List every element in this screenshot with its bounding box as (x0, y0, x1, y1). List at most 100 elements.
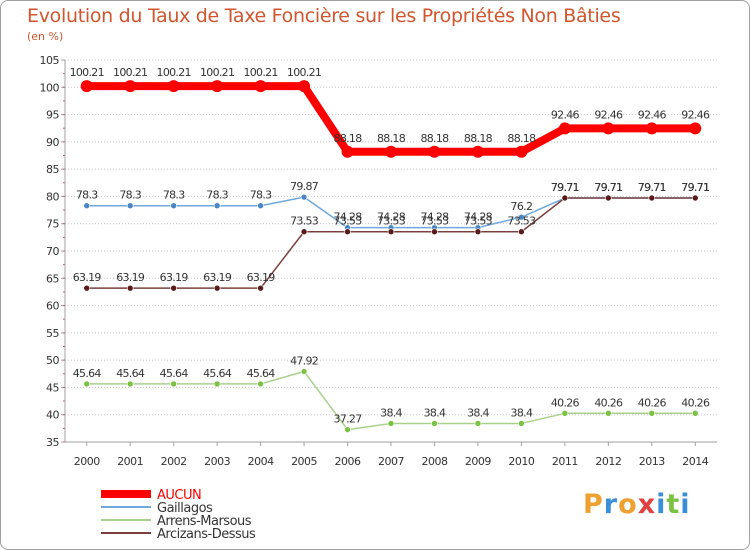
logo-letter: i (656, 489, 667, 520)
data-label: 78.3 (250, 189, 272, 202)
data-point (387, 420, 395, 427)
proxiti-logo: Proxiti (583, 489, 691, 520)
y-tick-label: 45 (46, 381, 59, 394)
chart-subtitle: (en %) (27, 30, 64, 43)
data-point (170, 284, 177, 292)
data-point (344, 426, 351, 433)
data-point (518, 213, 525, 221)
data-label: 74.28 (420, 211, 449, 224)
data-label: 76.2 (511, 200, 533, 213)
data-label: 88.18 (334, 132, 363, 145)
data-point (257, 284, 264, 292)
legend-entry: Arcizans-Dessus (157, 527, 256, 542)
data-label: 88.18 (507, 132, 536, 145)
x-tick-label: 2003 (204, 455, 230, 468)
data-point (518, 420, 525, 427)
data-label: 38.4 (380, 406, 402, 419)
y-tick-label: 75 (46, 218, 59, 231)
data-point (213, 202, 221, 210)
data-label: 100.21 (113, 66, 147, 79)
data-point (431, 228, 438, 236)
data-label: 100.21 (243, 66, 277, 79)
data-label: 79.71 (638, 181, 666, 194)
logo-letter: P (583, 489, 604, 520)
data-point (474, 228, 482, 236)
data-point (428, 145, 441, 158)
data-point (300, 193, 308, 201)
data-label: 45.64 (116, 367, 145, 380)
data-label: 38.4 (424, 406, 446, 419)
y-tick-label: 35 (46, 436, 59, 449)
data-point (257, 380, 264, 388)
data-label: 92.46 (594, 108, 623, 121)
data-label: 74.28 (377, 211, 406, 224)
data-point (124, 80, 137, 93)
data-label: 78.3 (206, 189, 228, 202)
data-point (213, 284, 221, 292)
data-point (431, 420, 438, 427)
data-label: 79.71 (594, 181, 622, 194)
logo-letter: i (680, 489, 691, 520)
x-tick-label: 2013 (639, 455, 665, 468)
data-point (387, 228, 395, 236)
data-point (254, 80, 267, 93)
x-tick-label: 2011 (552, 455, 578, 468)
x-tick-label: 2000 (74, 455, 100, 468)
data-label: 40.26 (681, 396, 710, 409)
data-label: 73.53 (334, 215, 363, 228)
data-point (605, 409, 612, 417)
data-point (167, 80, 180, 93)
data-label: 100.21 (157, 66, 191, 79)
y-tick-label: 50 (46, 354, 59, 367)
data-label: 79.71 (638, 181, 666, 194)
y-tick-label: 95 (46, 109, 59, 122)
data-point (602, 122, 615, 135)
data-label: 100.21 (70, 66, 104, 79)
data-label: 63.19 (73, 271, 102, 284)
data-label: 73.53 (377, 215, 406, 228)
logo-letter: t (666, 489, 681, 520)
x-tick-label: 2007 (378, 455, 404, 468)
y-tick-label: 55 (46, 327, 59, 340)
x-tick-label: 2005 (291, 455, 317, 468)
data-point (645, 122, 658, 135)
data-point (126, 202, 134, 210)
data-label: 45.64 (203, 367, 232, 380)
data-point (83, 202, 91, 210)
data-label: 88.18 (420, 132, 449, 145)
x-tick-label: 2006 (335, 455, 361, 468)
data-point (298, 80, 311, 93)
chart-title: Evolution du Taux de Taxe Foncière sur l… (27, 5, 621, 27)
logo-letter: o (618, 489, 638, 520)
data-label: 38.4 (511, 406, 533, 419)
data-point (605, 194, 612, 202)
data-point (80, 80, 93, 93)
data-label: 79.71 (681, 181, 709, 194)
data-label: 92.46 (551, 108, 580, 121)
data-point (558, 122, 571, 135)
data-label: 63.19 (160, 271, 189, 284)
data-point (170, 202, 177, 210)
legend-entry: AUCUN (157, 488, 201, 503)
data-point (211, 80, 224, 93)
data-label: 40.26 (594, 396, 623, 409)
x-tick-label: 2008 (421, 455, 447, 468)
x-tick-label: 2014 (682, 455, 708, 468)
data-point (648, 194, 656, 202)
data-point (691, 409, 699, 417)
data-label: 40.26 (638, 396, 667, 409)
data-point (518, 228, 525, 236)
data-label: 79.71 (551, 181, 579, 194)
data-label: 74.28 (464, 211, 493, 224)
data-label: 79.71 (681, 181, 709, 194)
logo-letter: r (603, 489, 619, 520)
data-point (300, 228, 308, 236)
data-label: 88.18 (377, 132, 406, 145)
data-label: 79.71 (594, 181, 622, 194)
y-tick-label: 105 (40, 54, 60, 67)
x-tick-label: 2010 (508, 455, 534, 468)
data-point (691, 194, 699, 202)
data-point (126, 284, 134, 292)
data-label: 92.46 (681, 108, 710, 121)
